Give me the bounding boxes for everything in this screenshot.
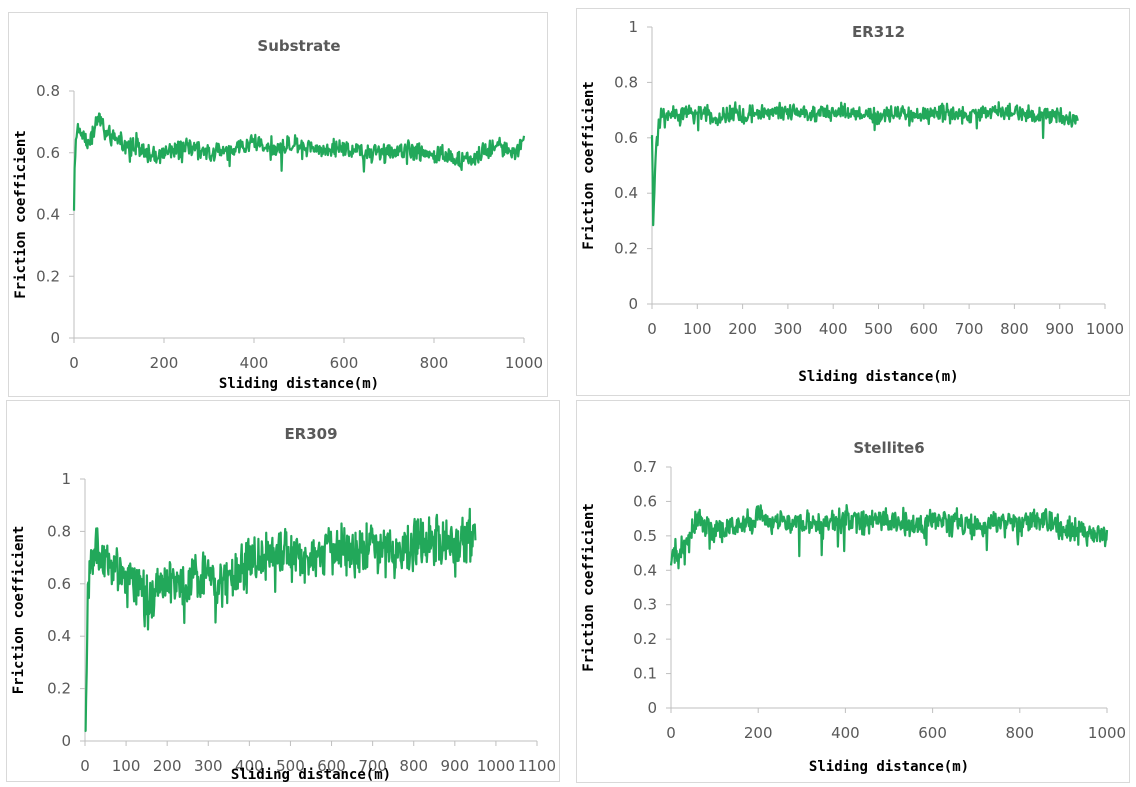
y-tick-label: 0.6 [633,492,657,510]
x-tick-label: 200 [744,724,773,742]
x-tick-label: 300 [774,320,803,338]
x-tick-label: 0 [647,320,657,338]
y-tick-label: 0.4 [47,627,71,645]
y-axis-label: Friction coefficient [11,526,27,695]
y-tick-label: 0.2 [633,630,657,648]
friction-series-line [84,507,477,732]
y-tick-label: 0.4 [614,184,638,202]
x-tick-label: 600 [918,724,947,742]
x-tick-label: 0 [80,757,90,775]
y-axis-label: Friction coefficient [581,503,597,672]
x-tick-label: 200 [153,757,182,775]
x-tick-label: 500 [276,757,305,775]
x-tick-label: 300 [194,757,223,775]
x-tick-label: 100 [683,320,712,338]
chart-panel-er309: 0 0.2 0.4 0.6 0.8 1 0 100 200 300 400 500 600 700 800 9… [6,400,560,783]
chart-title: Substrate [257,37,340,55]
y-tick-label: 0.6 [614,129,638,147]
y-tick-label: 0.2 [36,267,60,285]
chart-panel-substrate: 0 0.2 0.4 0.6 0.8 0 200 400 600 800 1000 Substrate S… [8,12,548,397]
x-tick-label: 700 [955,320,984,338]
x-tick-label: 600 [317,757,346,775]
y-tick-label: 1 [628,18,638,36]
y-axis-label: Friction coefficient [13,130,29,299]
x-tick-label: 600 [330,354,359,372]
x-tick-label: 1000 [505,354,543,372]
y-tick-label: 0 [61,732,71,750]
y-tick-label: 0.2 [614,240,638,258]
x-tick-label: 0 [69,354,79,372]
x-tick-label: 400 [819,320,848,338]
y-tick-label: 0.1 [633,665,657,683]
y-tick-label: 0.4 [36,206,60,224]
x-tick-label: 1100 [518,757,556,775]
y-tick-label: 0.5 [633,527,657,545]
chart-title: ER309 [284,425,337,443]
y-tick-label: 0.8 [36,82,60,100]
chart-title: ER312 [852,23,905,41]
x-tick-label: 200 [728,320,757,338]
x-axis-label: Sliding distance(m) [809,759,969,775]
friction-series-line [669,503,1109,570]
x-tick-label: 500 [864,320,893,338]
x-tick-label: 0 [666,724,676,742]
x-tick-label: 900 [1045,320,1074,338]
x-tick-label: 700 [358,757,387,775]
x-tick-label: 400 [831,724,860,742]
x-tick-label: 200 [150,354,179,372]
friction-series-line [650,101,1079,227]
y-tick-label: 0.8 [614,73,638,91]
x-tick-label: 900 [440,757,469,775]
x-tick-label: 800 [1000,320,1029,338]
x-axis-label: Sliding distance(m) [219,376,379,392]
x-tick-label: 800 [399,757,428,775]
x-tick-label: 100 [112,757,141,775]
chart-panel-er312: 0 0.2 0.4 0.6 0.8 1 0 100 200 300 400 500 600 700 800 9… [576,8,1130,396]
y-tick-label: 0.2 [47,680,71,698]
y-axis-label: Friction coefficient [581,81,597,250]
chart-substrate: 0 0.2 0.4 0.6 0.8 0 200 400 600 800 1000 Substrate S… [13,37,543,392]
y-tick-label: 0 [628,295,638,313]
y-tick-label: 0.6 [47,575,71,593]
y-tick-label: 0.4 [633,561,657,579]
x-tick-label: 600 [909,320,938,338]
x-tick-label: 800 [1005,724,1034,742]
chart-panel-stellite6: 0 0.1 0.2 0.3 0.4 0.5 0.6 0.7 0 200 400 600 800 1000 S… [576,400,1130,783]
y-tick-label: 0.6 [36,144,60,162]
y-tick-label: 0.8 [47,522,71,540]
y-tick-label: 0.7 [633,458,657,476]
x-tick-label: 1000 [1086,320,1124,338]
y-tick-label: 0 [50,329,60,347]
x-tick-label: 1000 [477,757,515,775]
y-tick-label: 1 [61,470,71,488]
chart-title: Stellite6 [853,439,924,457]
x-tick-label: 1000 [1088,724,1126,742]
chart-er312: 0 0.2 0.4 0.6 0.8 1 0 100 200 300 400 500 600 700 800 9… [581,18,1124,385]
x-axis-label: Sliding distance(m) [231,767,391,783]
x-tick-label: 400 [240,354,269,372]
x-tick-label: 400 [235,757,264,775]
x-axis-label: Sliding distance(m) [798,369,958,385]
y-tick-label: 0.3 [633,596,657,614]
x-tick-label: 800 [420,354,449,372]
y-tick-label: 0 [647,699,657,717]
friction-series-line [72,112,526,211]
chart-stellite6: 0 0.1 0.2 0.3 0.4 0.5 0.6 0.7 0 200 400 600 800 1000 S… [581,439,1126,775]
chart-er309: 0 0.2 0.4 0.6 0.8 1 0 100 200 300 400 500 600 700 800 9… [11,425,556,783]
